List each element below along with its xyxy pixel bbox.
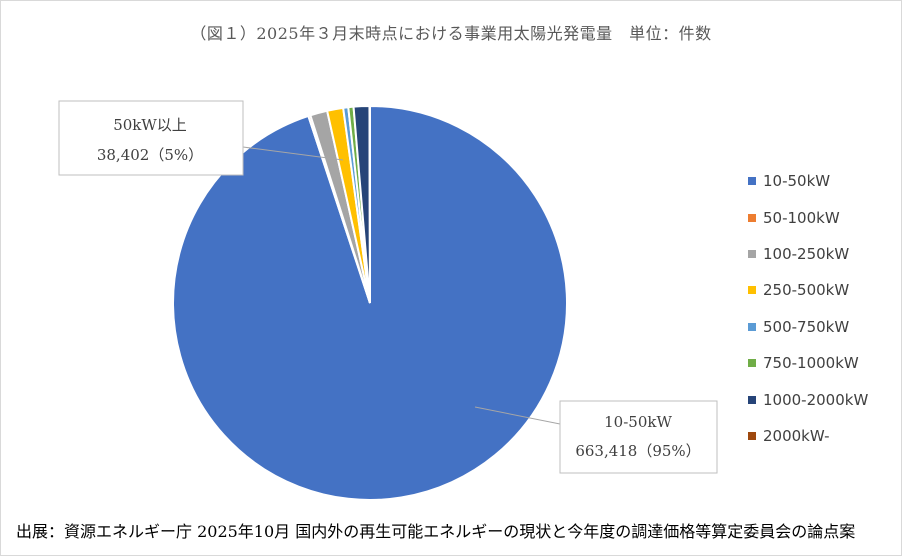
legend: 10-50kW 50-100kW 100-250kW 250-500kW 500-750… <box>748 163 868 454</box>
chart-title: （図１）2025年３月末時点における事業用太陽光発電量 単位：件数 <box>190 24 712 43</box>
callout-box-10-50kw <box>559 400 718 474</box>
legend-label: 750-1000kW <box>763 354 859 373</box>
callout-leader-10-50kw <box>474 406 561 425</box>
legend-swatch <box>748 322 756 331</box>
callout-value-50kw-plus: 38,402（5%） <box>97 146 203 164</box>
legend-swatch <box>748 359 756 368</box>
legend-swatch <box>748 431 756 440</box>
legend-swatch <box>748 286 756 295</box>
callout-label-50kw-plus: 50kW以上 <box>113 116 187 134</box>
legend-item: 500-750kW <box>748 309 868 345</box>
legend-item: 750-1000kW <box>748 345 868 381</box>
legend-swatch <box>748 213 756 222</box>
legend-label: 250-500kW <box>763 281 850 300</box>
callout-box-50kw-plus <box>58 100 244 176</box>
legend-label: 2000kW- <box>763 426 830 445</box>
legend-swatch <box>748 177 756 186</box>
legend-item: 250-500kW <box>748 272 868 308</box>
source-note: 出展：資源エネルギー庁 2025年10月 国内外の再生可能エネルギーの現状と今年… <box>16 522 856 541</box>
callout-leader-50kw-plus <box>242 146 344 161</box>
legend-item: 50-100kW <box>748 199 868 235</box>
legend-label: 50-100kW <box>763 208 840 227</box>
legend-label: 500-750kW <box>763 317 850 336</box>
legend-swatch <box>748 395 756 404</box>
legend-item: 10-50kW <box>748 163 868 199</box>
legend-item: 2000kW- <box>748 418 868 454</box>
legend-swatch <box>748 249 756 258</box>
callout-label-10-50kw: 10-50kW <box>604 413 672 431</box>
legend-label: 10-50kW <box>763 172 831 191</box>
callout-value-10-50kw: 663,418（95%） <box>575 442 700 460</box>
legend-item: 1000-2000kW <box>748 381 868 417</box>
legend-label: 100-250kW <box>763 244 850 263</box>
legend-label: 1000-2000kW <box>763 390 869 409</box>
legend-item: 100-250kW <box>748 236 868 272</box>
pie-slice-2000kw- <box>368 104 371 304</box>
